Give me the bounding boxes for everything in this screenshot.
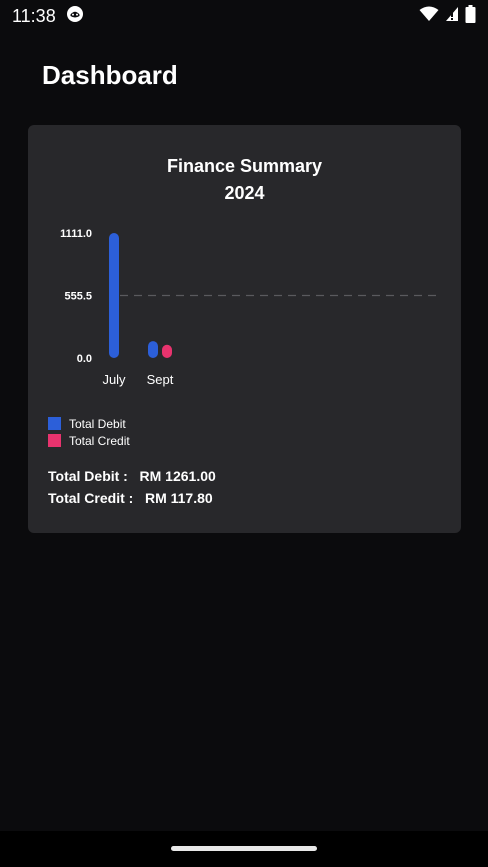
page-title: Dashboard (42, 60, 178, 90)
legend-swatch-credit (48, 434, 61, 447)
total-credit-label: Total Credit : (48, 490, 134, 506)
legend-item-credit: Total Credit (48, 432, 130, 449)
y-tick-label: 0.0 (77, 353, 92, 365)
chart-subtitle-year: 2024 (224, 183, 265, 203)
total-debit-label: Total Debit : (48, 468, 128, 484)
x-tick-label: Sept (147, 372, 174, 387)
navigation-bar (0, 831, 488, 867)
y-tick-label: 1111.0 (60, 228, 92, 240)
legend-label-credit: Total Credit (69, 433, 130, 448)
y-tick-label: 555.5 (64, 291, 92, 303)
chart-title: Finance Summary 2024 (28, 153, 461, 207)
bar-total-debit-july (109, 233, 119, 358)
notification-app-icon (66, 5, 84, 28)
legend-swatch-debit (48, 417, 61, 430)
bar-total-credit-sept (162, 344, 172, 358)
status-time: 11:38 (12, 5, 56, 26)
status-left: 11:38 (12, 5, 84, 28)
wifi-icon (419, 6, 439, 27)
cellular-signal-icon (445, 6, 459, 27)
chart-legend: Total Debit Total Credit (48, 415, 130, 449)
totals-summary: Total Debit : RM 1261.00 Total Credit : … (48, 465, 216, 509)
total-credit-value: RM 117.80 (144, 490, 213, 506)
battery-icon (465, 4, 476, 28)
status-bar: 11:38 (0, 0, 488, 32)
total-debit-value: RM 1261.00 (139, 468, 216, 484)
bar-total-debit-sept (148, 341, 158, 358)
x-tick-label: July (102, 372, 126, 387)
status-right (419, 4, 476, 28)
chart-title-text: Finance Summary (166, 156, 323, 176)
total-credit-row: Total Credit : RM 117.80 (48, 487, 216, 509)
legend-label-debit: Total Debit (69, 416, 126, 431)
finance-summary-card: Finance Summary 2024 1111.0 555.5 0.0 July S… (28, 125, 461, 533)
home-indicator[interactable] (171, 846, 317, 851)
total-debit-row: Total Debit : RM 1261.00 (48, 465, 216, 487)
finance-bar-chart: 1111.0 555.5 0.0 July Sept (60, 228, 438, 387)
legend-item-debit: Total Debit (48, 415, 130, 432)
